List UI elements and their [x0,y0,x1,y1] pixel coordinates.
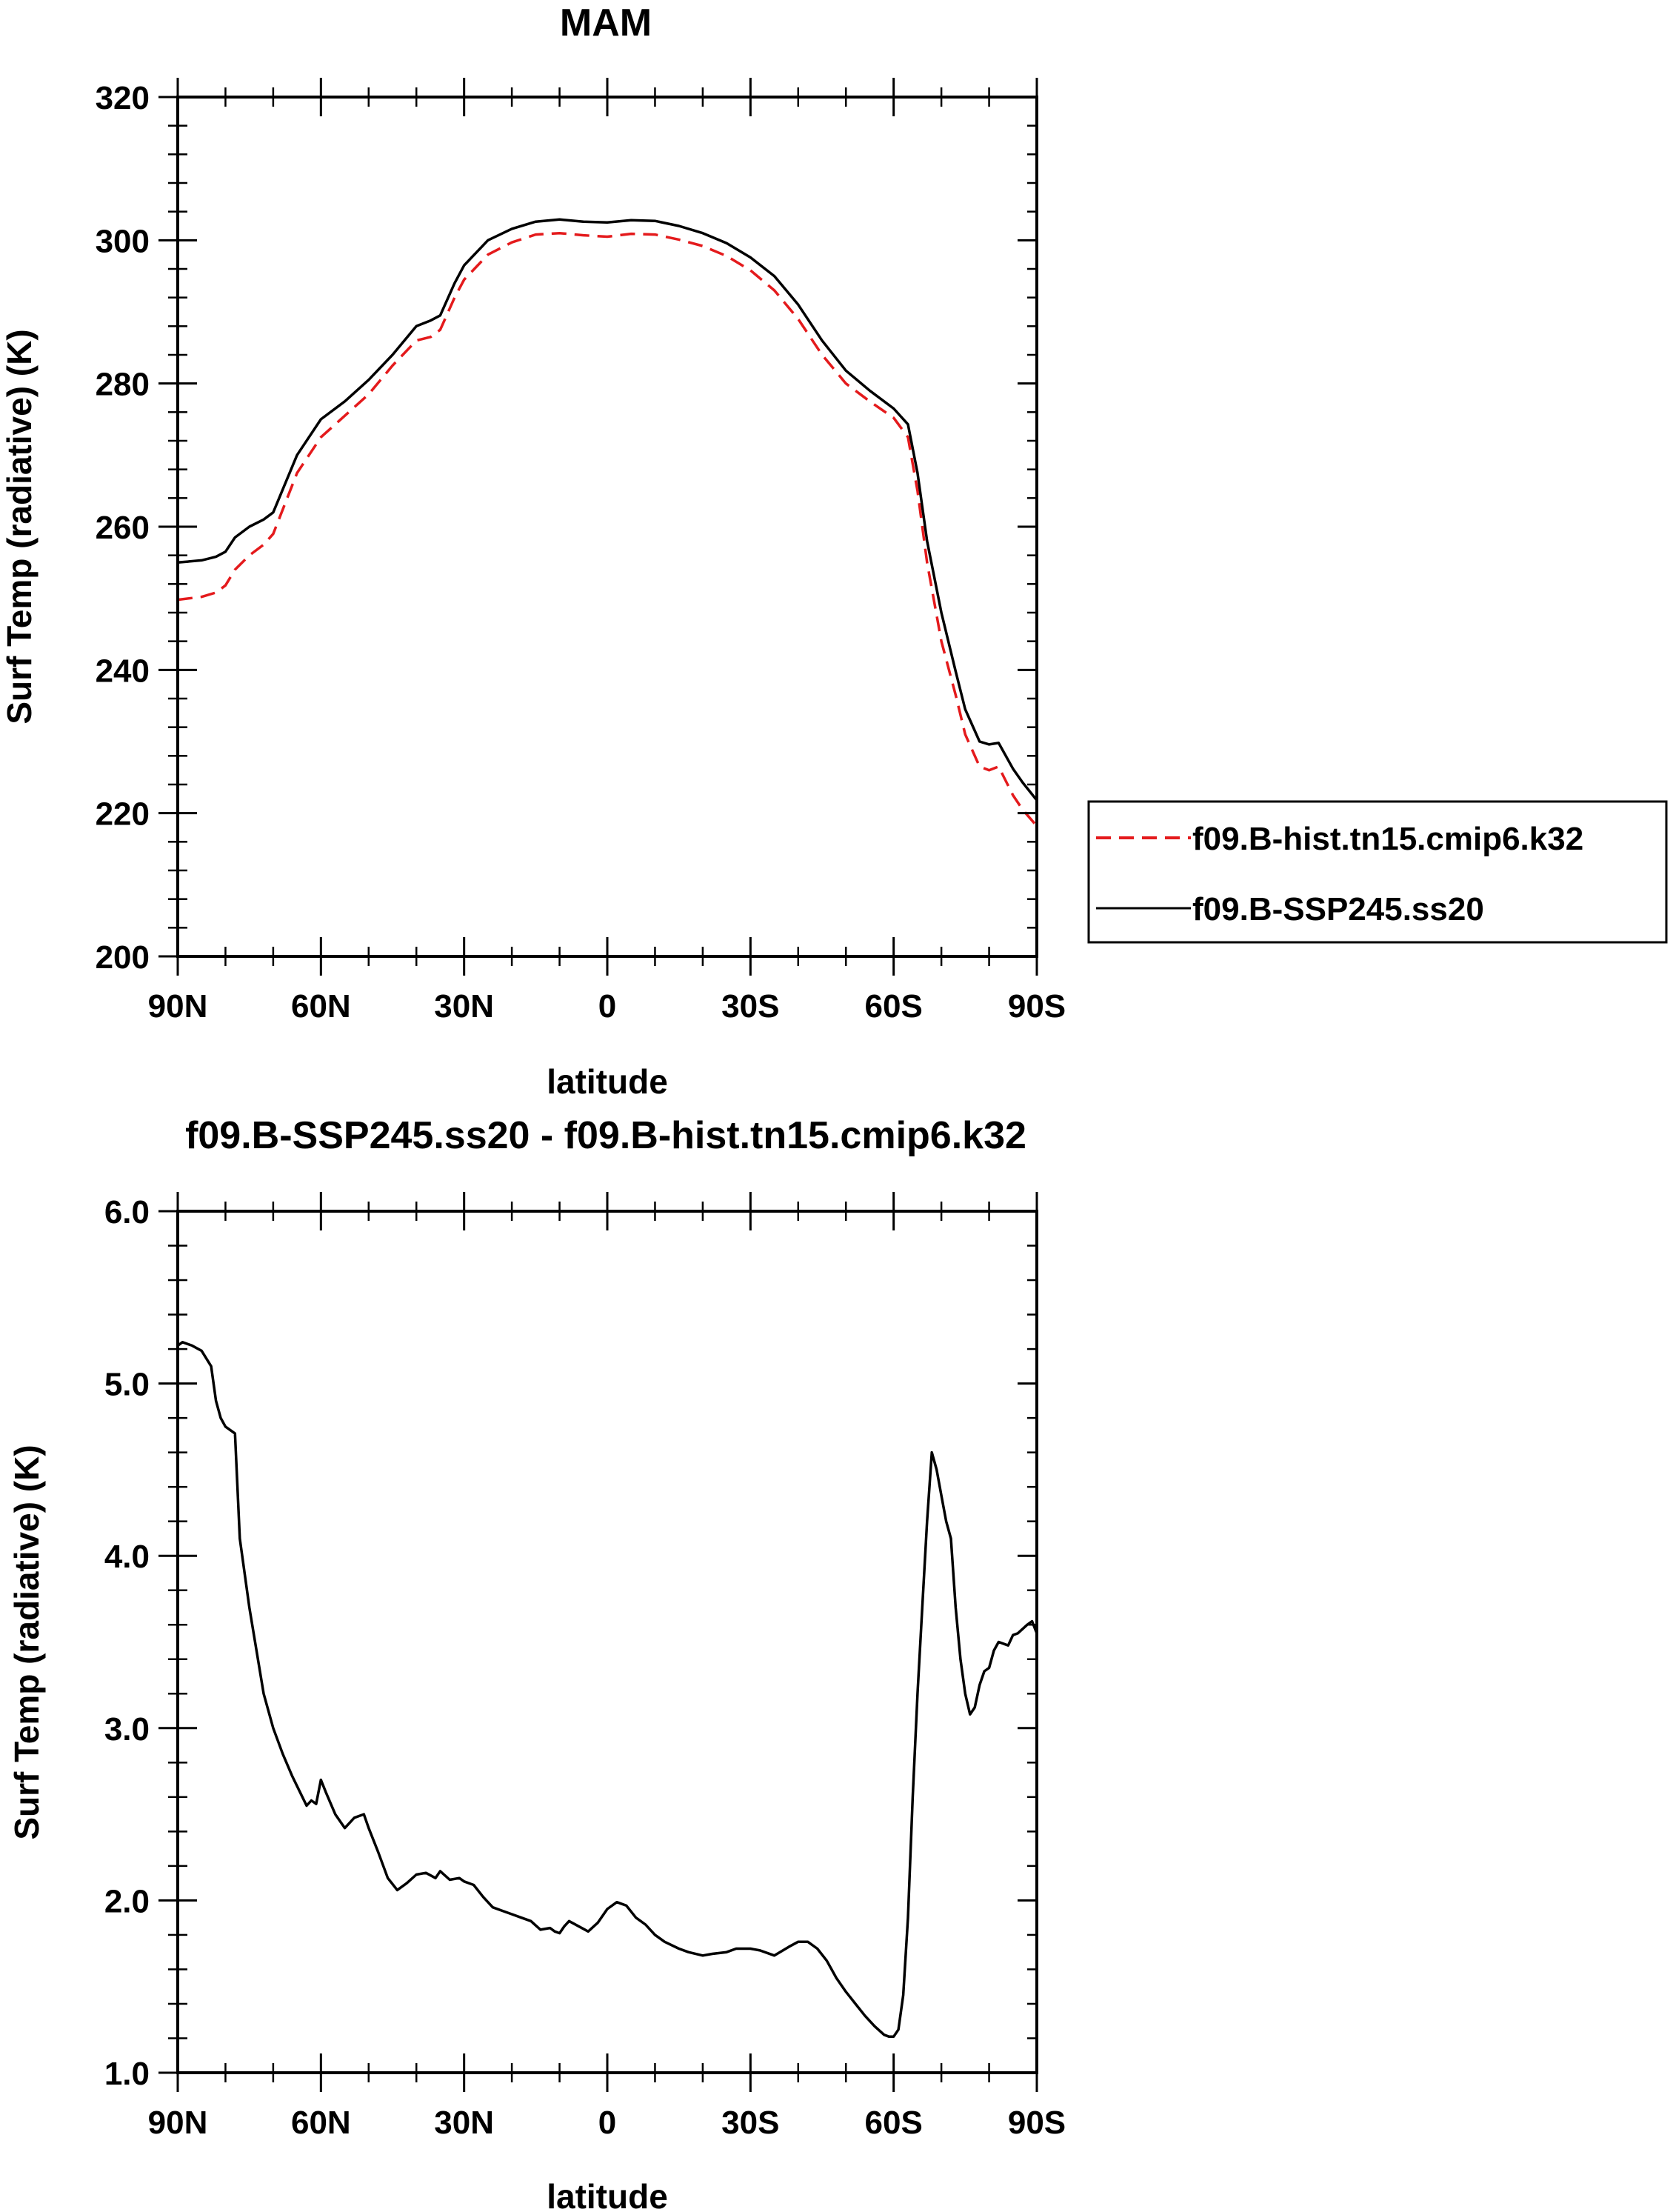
top-chart-legend: f09.B-hist.tn15.cmip6.k32 f09.B-SSP245.s… [1087,800,1668,944]
bottom-chart: f09.B-SSP245.ss20 - f09.B-hist.tn15.cmip… [7,1114,1066,2212]
y-tick-label: 280 [96,367,150,403]
top-chart-y-ticks: 200 220 240 260 280 300 320 [96,80,1037,976]
bottom-chart-y-axis-label: Surf Temp (radiative) (K) [7,1445,46,1839]
top-chart: MAM 200 220 240 260 280 300 320 90N 60N 30N 0 30S 6… [0,1,1668,1101]
y-tick-label: 260 [96,510,150,546]
bottom-chart-title: f09.B-SSP245.ss20 - f09.B-hist.tn15.cmip… [185,1114,1026,1157]
x-tick-label: 90N [148,988,208,1025]
x-tick-label: 30S [721,2105,779,2141]
legend-box [1087,800,1668,944]
top-chart-title: MAM [560,1,652,44]
x-tick-label: 60S [865,2105,923,2141]
y-tick-label: 5.0 [104,1367,150,1403]
y-tick-label: 220 [96,796,150,833]
y-tick-label: 3.0 [104,1711,150,1748]
x-tick-label: 60N [291,988,351,1025]
x-tick-label: 60S [865,988,923,1025]
y-tick-label: 1.0 [104,2056,150,2092]
y-tick-label: 240 [96,653,150,689]
bottom-chart-series [176,1341,1038,2038]
y-tick-label: 320 [96,80,150,116]
top-chart-x-ticks: 90N 60N 30N 0 30S 60S 90S [148,78,1066,1025]
x-tick-label: 0 [598,988,616,1025]
legend-label-hist: f09.B-hist.tn15.cmip6.k32 [1192,821,1583,857]
bottom-chart-x-ticks: 90N 60N 30N 0 30S 60S 90S [148,1192,1066,2141]
legend-label-ssp: f09.B-SSP245.ss20 [1192,891,1484,927]
x-tick-label: 30N [434,988,494,1025]
y-tick-label: 2.0 [104,1883,150,1919]
top-chart-series [177,218,1038,827]
top-chart-plot-frame [176,96,1038,958]
bottom-chart-plot-frame [176,1210,1038,2074]
series-line-1-0 [176,1341,1038,2038]
bottom-chart-x-axis-label: latitude [547,2177,668,2212]
y-tick-label: 300 [96,223,150,259]
x-tick-label: 30N [434,2105,494,2141]
x-tick-label: 90S [1008,2105,1066,2141]
y-tick-label: 6.0 [104,1194,150,1230]
top-chart-x-axis-label: latitude [547,1062,668,1101]
bottom-chart-y-ticks: 1.0 2.0 3.0 4.0 5.0 6.0 [104,1194,1037,2092]
y-tick-label: 200 [96,939,150,976]
series-line-0-1 [177,218,1038,802]
y-tick-label: 4.0 [104,1539,150,1575]
x-tick-label: 60N [291,2105,351,2141]
top-chart-y-axis-label: Surf Temp (radiative) (K) [0,329,39,724]
x-tick-label: 90N [148,2105,208,2141]
x-tick-label: 90S [1008,988,1066,1025]
series-line-0-0 [177,231,1038,827]
x-tick-label: 30S [721,988,779,1025]
x-tick-label: 0 [598,2105,616,2141]
